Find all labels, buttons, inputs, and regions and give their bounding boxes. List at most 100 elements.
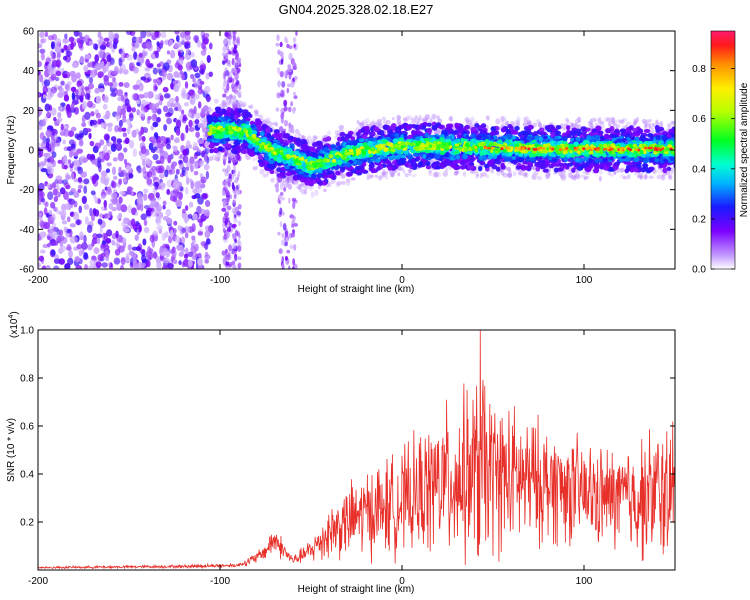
spectrogram-cell: [309, 146, 316, 152]
spectrogram-cell: [171, 169, 176, 175]
spectrogram-cell: [138, 52, 143, 58]
spectrogram-cell: [166, 50, 171, 55]
spectrogram-cell: [105, 238, 112, 244]
spectrogram-cell: [92, 233, 98, 240]
spectrogram-cell: [600, 120, 605, 126]
spectrogram-cell: [611, 117, 616, 124]
spectrogram-cell: [657, 170, 664, 174]
spectrogram-cell: [509, 121, 516, 125]
spectrogram-cell: [120, 257, 126, 265]
spectrogram-cell: [74, 133, 80, 139]
spectrogram-cell: [84, 86, 90, 91]
spectrogram-cell: [157, 79, 162, 86]
spectrogram-cell: [129, 257, 134, 267]
spectrogram-cell: [232, 168, 237, 173]
spectrogram-cell: [159, 135, 166, 142]
spectrogram-cell: [151, 113, 158, 122]
spectrogram-cell: [288, 127, 293, 134]
spectrogram-cell: [345, 133, 352, 138]
spectrogram-cell: [282, 180, 286, 185]
spectrogram-cell: [283, 106, 288, 112]
spectrogram-cell: [141, 258, 148, 264]
spectrogram-cell: [135, 37, 140, 43]
spectrogram-cell: [232, 184, 236, 191]
spectrogram-cell: [76, 80, 82, 88]
spectrogram-cell: [150, 125, 154, 131]
spectrogram-cell: [102, 103, 108, 110]
spectrogram-cell: [150, 200, 155, 206]
spectrogram-cell: [644, 122, 649, 127]
spectrogram-cell: [40, 161, 47, 166]
spectrogram-cell: [75, 72, 81, 79]
spectrogram-cell: [292, 266, 295, 269]
spectrogram-cell: [227, 99, 231, 105]
spectrogram-cell: [78, 231, 84, 240]
spectrogram-cell: [479, 172, 483, 179]
spectrogram-cell: [184, 81, 189, 89]
spectrogram-cell: [43, 79, 51, 87]
spectrogram-cell: [469, 161, 474, 166]
spectrogram-cell: [232, 242, 237, 250]
spectrogram-cell: [185, 48, 191, 56]
spectrogram-cell: [295, 185, 301, 190]
spectrogram-cell: [554, 130, 562, 136]
spectrogram-cell: [233, 165, 236, 170]
spectrogram-cell: [279, 207, 283, 216]
spectrogram-cell: [143, 193, 148, 201]
spectrogram-cell: [270, 177, 275, 183]
spectrogram-cell: [442, 171, 449, 177]
spectrogram-cell: [84, 111, 91, 120]
spectrogram-cell: [39, 132, 45, 140]
spectrogram-cell: [150, 210, 158, 218]
spectrogram-cell: [47, 67, 55, 76]
spectrogram-cell: [408, 170, 412, 177]
spectrogram-cell: [46, 147, 52, 152]
spectrogram-cell: [291, 197, 297, 202]
spectrogram-cell: [414, 115, 418, 120]
spectrogram-cell: [449, 115, 453, 122]
spectrogram-cell: [45, 264, 51, 269]
spectrogram-cell: [204, 153, 208, 163]
spectrogram-cell: [164, 169, 169, 178]
spectrogram-cell: [228, 181, 231, 188]
spectrogram-cell: [209, 108, 215, 114]
spectrogram-cell: [376, 166, 381, 171]
spectrogram-cell: [287, 66, 290, 73]
spectrogram-cell: [187, 112, 192, 117]
spectrogram-cell: [189, 164, 194, 173]
spectrogram-cell: [120, 222, 126, 227]
spectrogram-cell: [397, 115, 402, 120]
spectrogram-cell: [159, 146, 164, 154]
spectrogram-cell: [237, 90, 242, 96]
spectrogram-cell: [190, 51, 195, 58]
spectrogram-cell: [140, 76, 147, 81]
spectrogram-cell: [297, 133, 302, 138]
spectrogram-cell: [669, 170, 674, 175]
spectrogram-cell: [560, 124, 564, 130]
spectrogram-cell: [519, 170, 524, 176]
spectrogram-cell: [398, 167, 404, 171]
spectrogram-cell: [465, 121, 470, 126]
spectrogram-cell: [39, 31, 45, 38]
spectrogram-cell: [437, 118, 443, 124]
spectrogram-cell: [178, 159, 184, 164]
spectrogram-cell: [421, 117, 427, 122]
spectrogram-cell: [140, 145, 147, 155]
spectrogram-cell: [283, 119, 289, 127]
spectrogram-cell: [328, 182, 333, 188]
spectrogram-cell: [255, 154, 259, 161]
spectrogram-cell: [642, 121, 647, 125]
spectrogram-cell: [256, 110, 260, 117]
spectrogram-cell: [55, 209, 62, 214]
spectrogram-cell: [51, 59, 59, 68]
spectrogram-cell: [182, 149, 188, 156]
spectrogram-cell: [280, 89, 285, 95]
spectrogram-cell: [118, 196, 123, 204]
spectrogram-cell: [283, 99, 288, 107]
spectrogram-cell: [648, 175, 655, 180]
spectrogram-cell: [275, 42, 280, 47]
spectrogram-cell: [227, 156, 233, 161]
spectrogram-cell: [309, 185, 313, 191]
spectrogram-cell: [112, 140, 117, 149]
spectrogram-cell: [186, 176, 190, 185]
